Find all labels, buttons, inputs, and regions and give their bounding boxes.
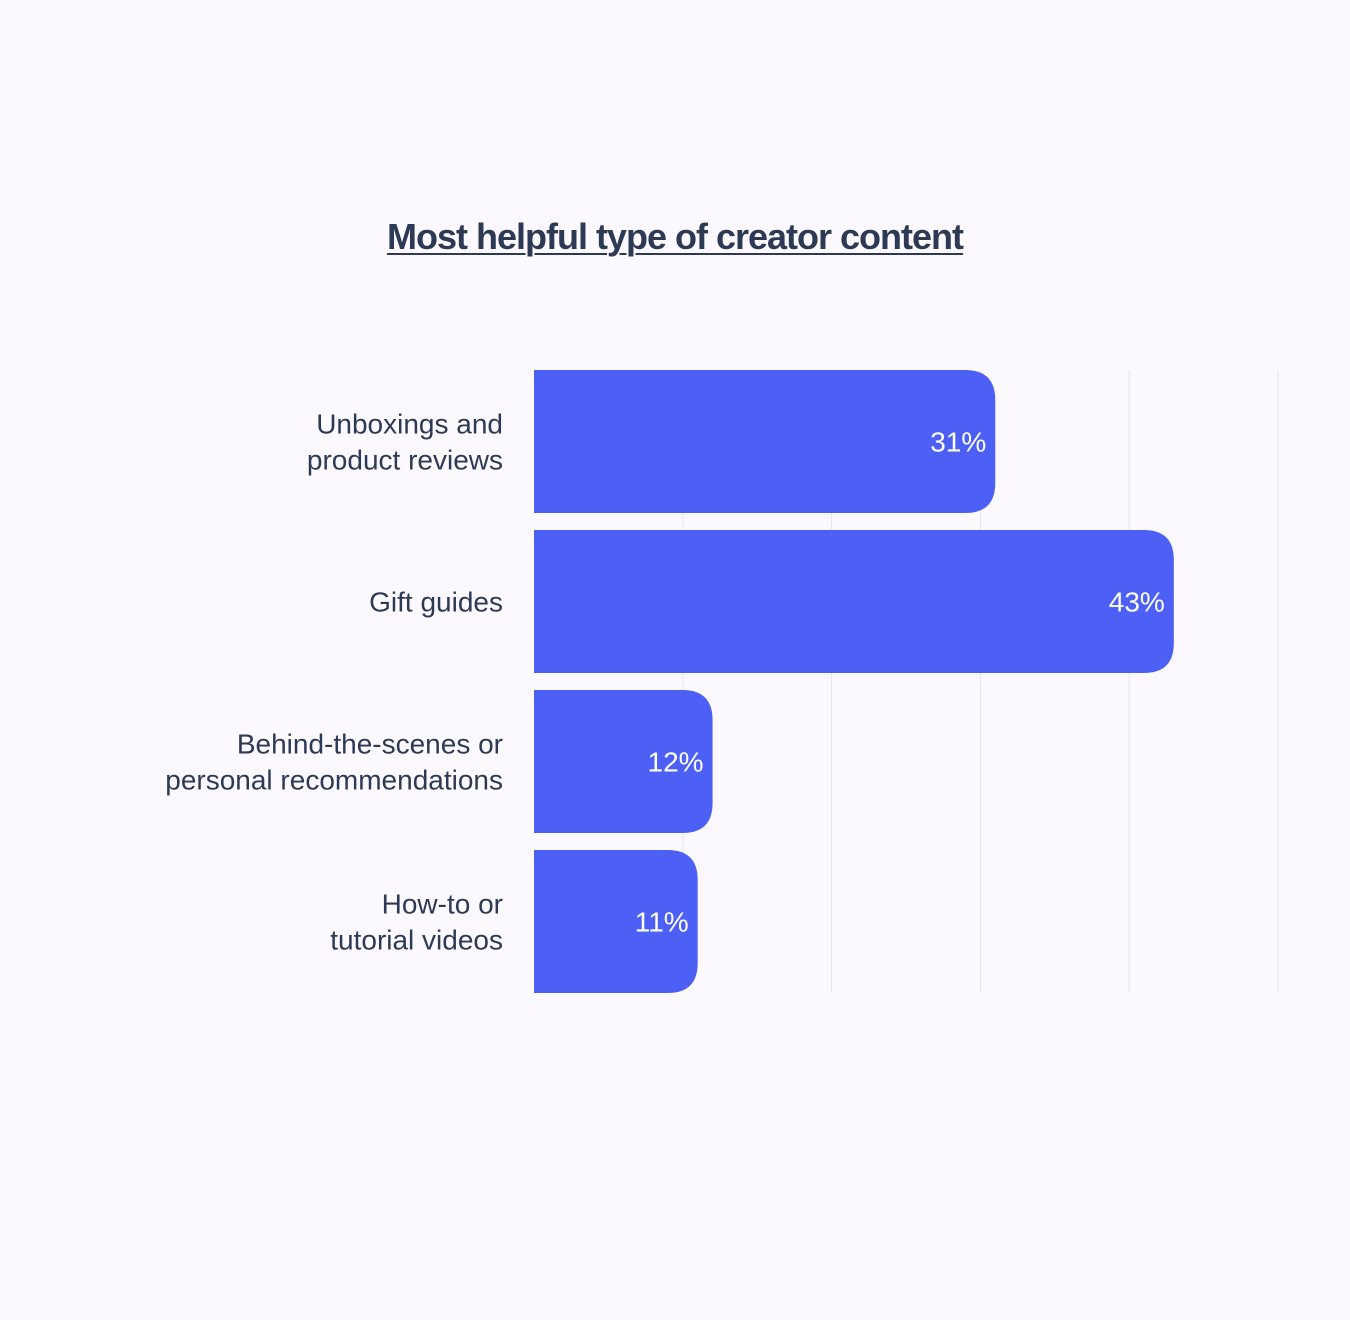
category-label: Unboxings and [316, 409, 503, 440]
value-label: 12% [648, 747, 704, 778]
category-label: Gift guides [369, 587, 503, 618]
category-label: tutorial videos [330, 925, 503, 956]
value-label: 31% [930, 427, 986, 458]
category-labels: Unboxings and product reviews Gift guides B… [165, 409, 503, 956]
bar [534, 850, 698, 993]
category-label: personal recommendations [165, 765, 503, 796]
bar [534, 690, 713, 833]
value-label: 11% [635, 907, 689, 938]
chart-title: Most helpful type of creator content [386, 216, 964, 257]
category-label: product reviews [307, 445, 503, 476]
bars: 31% 43% 12% 11% [534, 370, 1174, 993]
bar [534, 370, 996, 513]
category-label: How-to or [382, 889, 503, 920]
category-label: Behind-the-scenes or [237, 729, 503, 760]
value-label: 43% [1109, 587, 1165, 618]
bar [534, 530, 1174, 673]
